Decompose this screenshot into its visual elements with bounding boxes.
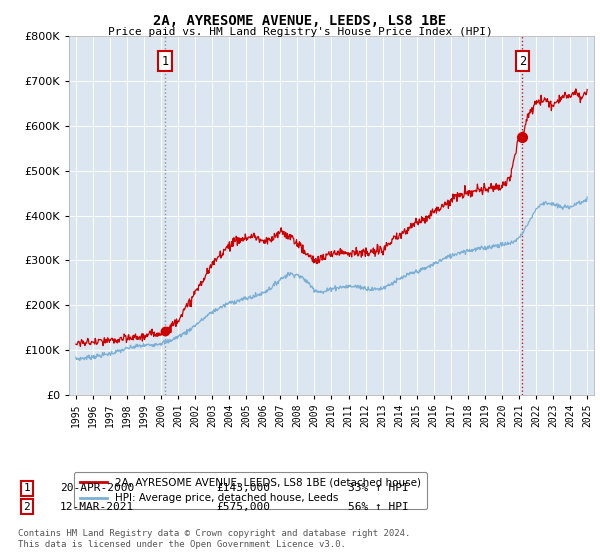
Text: 1: 1 [162,54,169,68]
Legend: 2A, AYRESOME AVENUE, LEEDS, LS8 1BE (detached house), HPI: Average price, detach: 2A, AYRESOME AVENUE, LEEDS, LS8 1BE (det… [74,472,427,510]
Text: Price paid vs. HM Land Registry's House Price Index (HPI): Price paid vs. HM Land Registry's House … [107,27,493,37]
Text: 1: 1 [23,483,31,493]
Text: 2A, AYRESOME AVENUE, LEEDS, LS8 1BE: 2A, AYRESOME AVENUE, LEEDS, LS8 1BE [154,14,446,28]
Text: £143,000: £143,000 [216,483,270,493]
Text: 2: 2 [519,54,526,68]
Text: 33% ↑ HPI: 33% ↑ HPI [348,483,409,493]
Text: 56% ↑ HPI: 56% ↑ HPI [348,502,409,512]
Text: Contains HM Land Registry data © Crown copyright and database right 2024.
This d: Contains HM Land Registry data © Crown c… [18,529,410,549]
Text: 2: 2 [23,502,31,512]
Text: £575,000: £575,000 [216,502,270,512]
Text: 20-APR-2000: 20-APR-2000 [60,483,134,493]
Text: 12-MAR-2021: 12-MAR-2021 [60,502,134,512]
